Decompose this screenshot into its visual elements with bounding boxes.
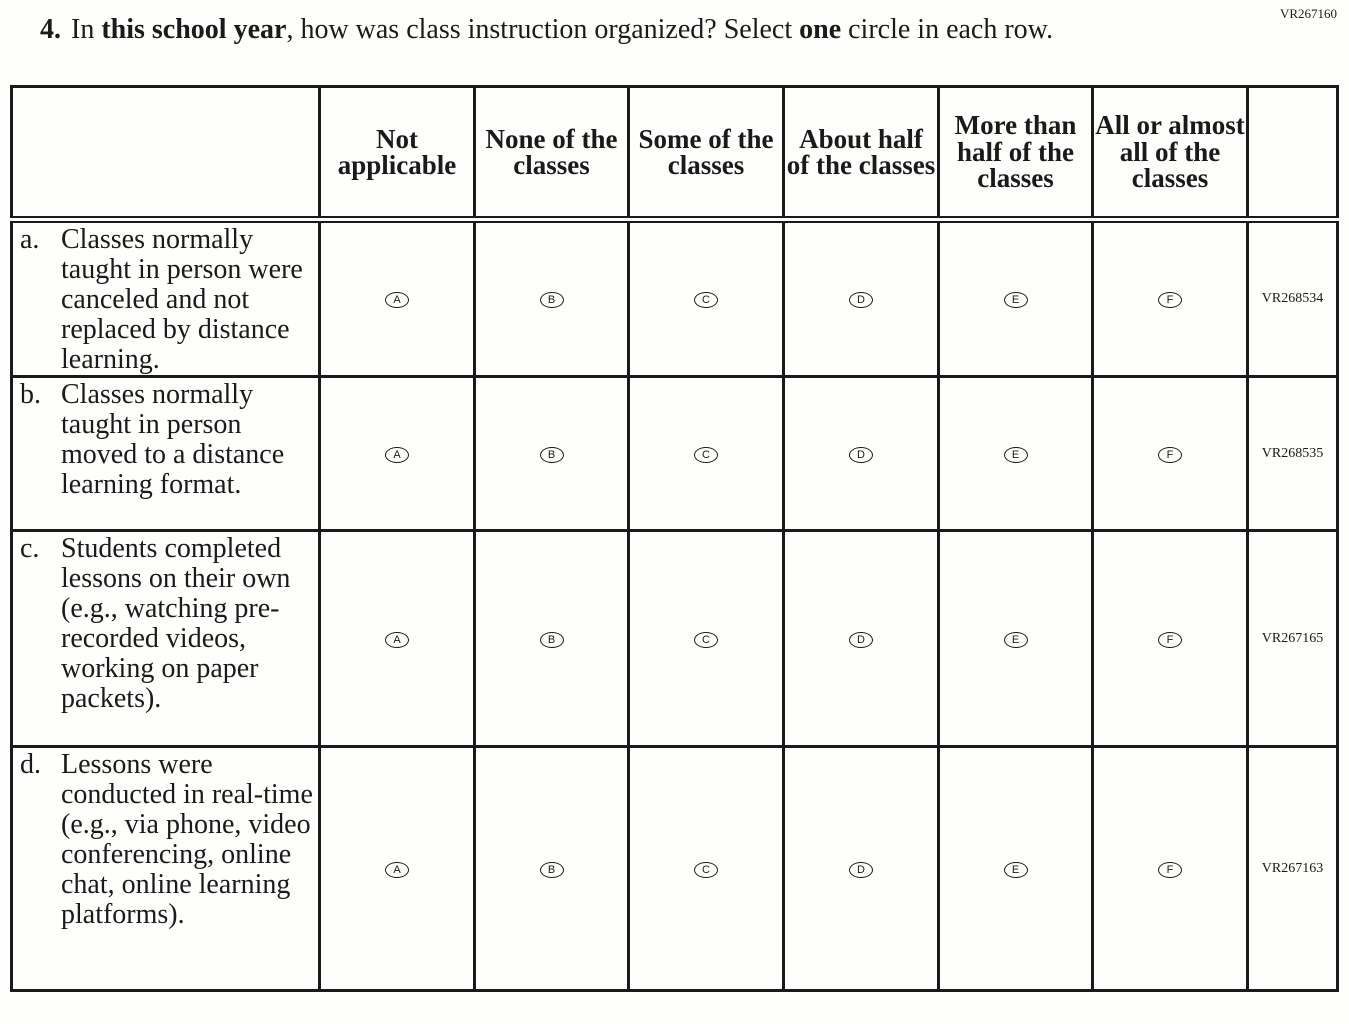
option-cell: A [318,375,476,532]
option-cell: E [937,218,1094,378]
option-cell: E [937,375,1094,532]
row-letter: d. [20,749,41,780]
column-header: About half of the classes [782,85,940,223]
radio-bubble-e[interactable]: E [1003,446,1028,463]
question-id: VR267160 [1279,6,1337,21]
radio-bubble-c[interactable]: C [694,861,718,878]
option-cell: B [473,375,630,532]
radio-bubble-d[interactable]: D [849,631,873,648]
option-cell: F [1091,375,1249,532]
radio-bubble-a[interactable]: A [385,861,409,878]
radio-bubble-a[interactable]: A [385,631,409,648]
row-text: Students completed lessons on their own … [61,533,291,714]
row-letter: c. [20,533,40,564]
table-row: d. Lessons were conducted in real-time (e… [10,745,1339,992]
option-cell: D [782,375,940,532]
option-cell: C [627,529,785,748]
radio-bubble-e[interactable]: E [1003,292,1028,308]
radio-bubble-d[interactable]: D [849,861,873,878]
radio-bubble-b[interactable]: B [539,292,564,308]
radio-bubble-d[interactable]: D [849,292,873,308]
radio-bubble-b[interactable]: B [539,861,564,878]
table-row: a. Classes normally taught in person were… [10,218,1339,378]
option-cell: E [937,529,1094,748]
table-row: b. Classes normally taught in person move… [10,375,1339,532]
column-header: All or almost all of the classes [1091,85,1249,223]
option-cell: A [318,529,476,748]
radio-bubble-f[interactable]: F [1158,631,1182,648]
radio-bubble-e[interactable]: E [1003,631,1028,648]
row-label: d. Lessons were conducted in real-time (e… [10,745,321,992]
option-cell: C [627,218,785,378]
row-label: b. Classes normally taught in person move… [10,375,321,532]
column-header: None of the classes [473,85,630,223]
option-cell: B [473,745,630,992]
option-cell: D [782,745,940,992]
row-text: Classes normally taught in person moved … [61,379,285,500]
radio-bubble-f[interactable]: F [1158,292,1182,308]
row-letter: b. [20,379,41,410]
option-cell: A [318,218,476,378]
item-code: VR267165 [1246,529,1339,748]
column-header: Not applicable [318,85,476,223]
radio-bubble-a[interactable]: A [385,446,409,463]
option-cell: B [473,218,630,378]
code-header [1246,85,1339,223]
column-header: Some of the classes [627,85,785,223]
option-cell: D [782,529,940,748]
option-cell: C [627,375,785,532]
option-cell: B [473,529,630,748]
item-code: VR267163 [1246,745,1339,992]
option-cell: D [782,218,940,378]
option-cell: E [937,745,1094,992]
radio-bubble-c[interactable]: C [694,631,718,648]
row-letter: a. [20,224,40,255]
option-cell: F [1091,529,1249,748]
radio-bubble-f[interactable]: F [1158,446,1182,463]
radio-bubble-b[interactable]: B [539,446,564,463]
row-label: a. Classes normally taught in person were… [10,218,321,378]
option-cell: A [318,745,476,992]
radio-bubble-a[interactable]: A [385,292,409,308]
radio-bubble-d[interactable]: D [849,446,873,463]
table-row: c. Students completed lessons on their ow… [10,529,1339,748]
option-cell: C [627,745,785,992]
radio-bubble-b[interactable]: B [539,631,564,648]
radio-bubble-f[interactable]: F [1158,861,1182,878]
response-grid: Not applicable None of the classes Some of… [10,85,1339,992]
radio-bubble-c[interactable]: C [694,292,718,308]
column-header: More than half of the classes [937,85,1094,223]
question-text: 4. In this school year, how was class ins… [40,14,1054,45]
row-label: c. Students completed lessons on their ow… [10,529,321,748]
item-code: VR268535 [1246,375,1339,532]
option-cell: F [1091,745,1249,992]
row-text: Classes normally taught in person were c… [61,224,303,375]
question-number: 4. [40,14,61,45]
item-code: VR268534 [1246,218,1339,378]
radio-bubble-e[interactable]: E [1003,861,1028,878]
blank-header [10,85,321,223]
row-text: Lessons were conducted in real-time (e.g… [61,749,313,930]
option-cell: F [1091,218,1249,378]
radio-bubble-c[interactable]: C [694,446,718,463]
